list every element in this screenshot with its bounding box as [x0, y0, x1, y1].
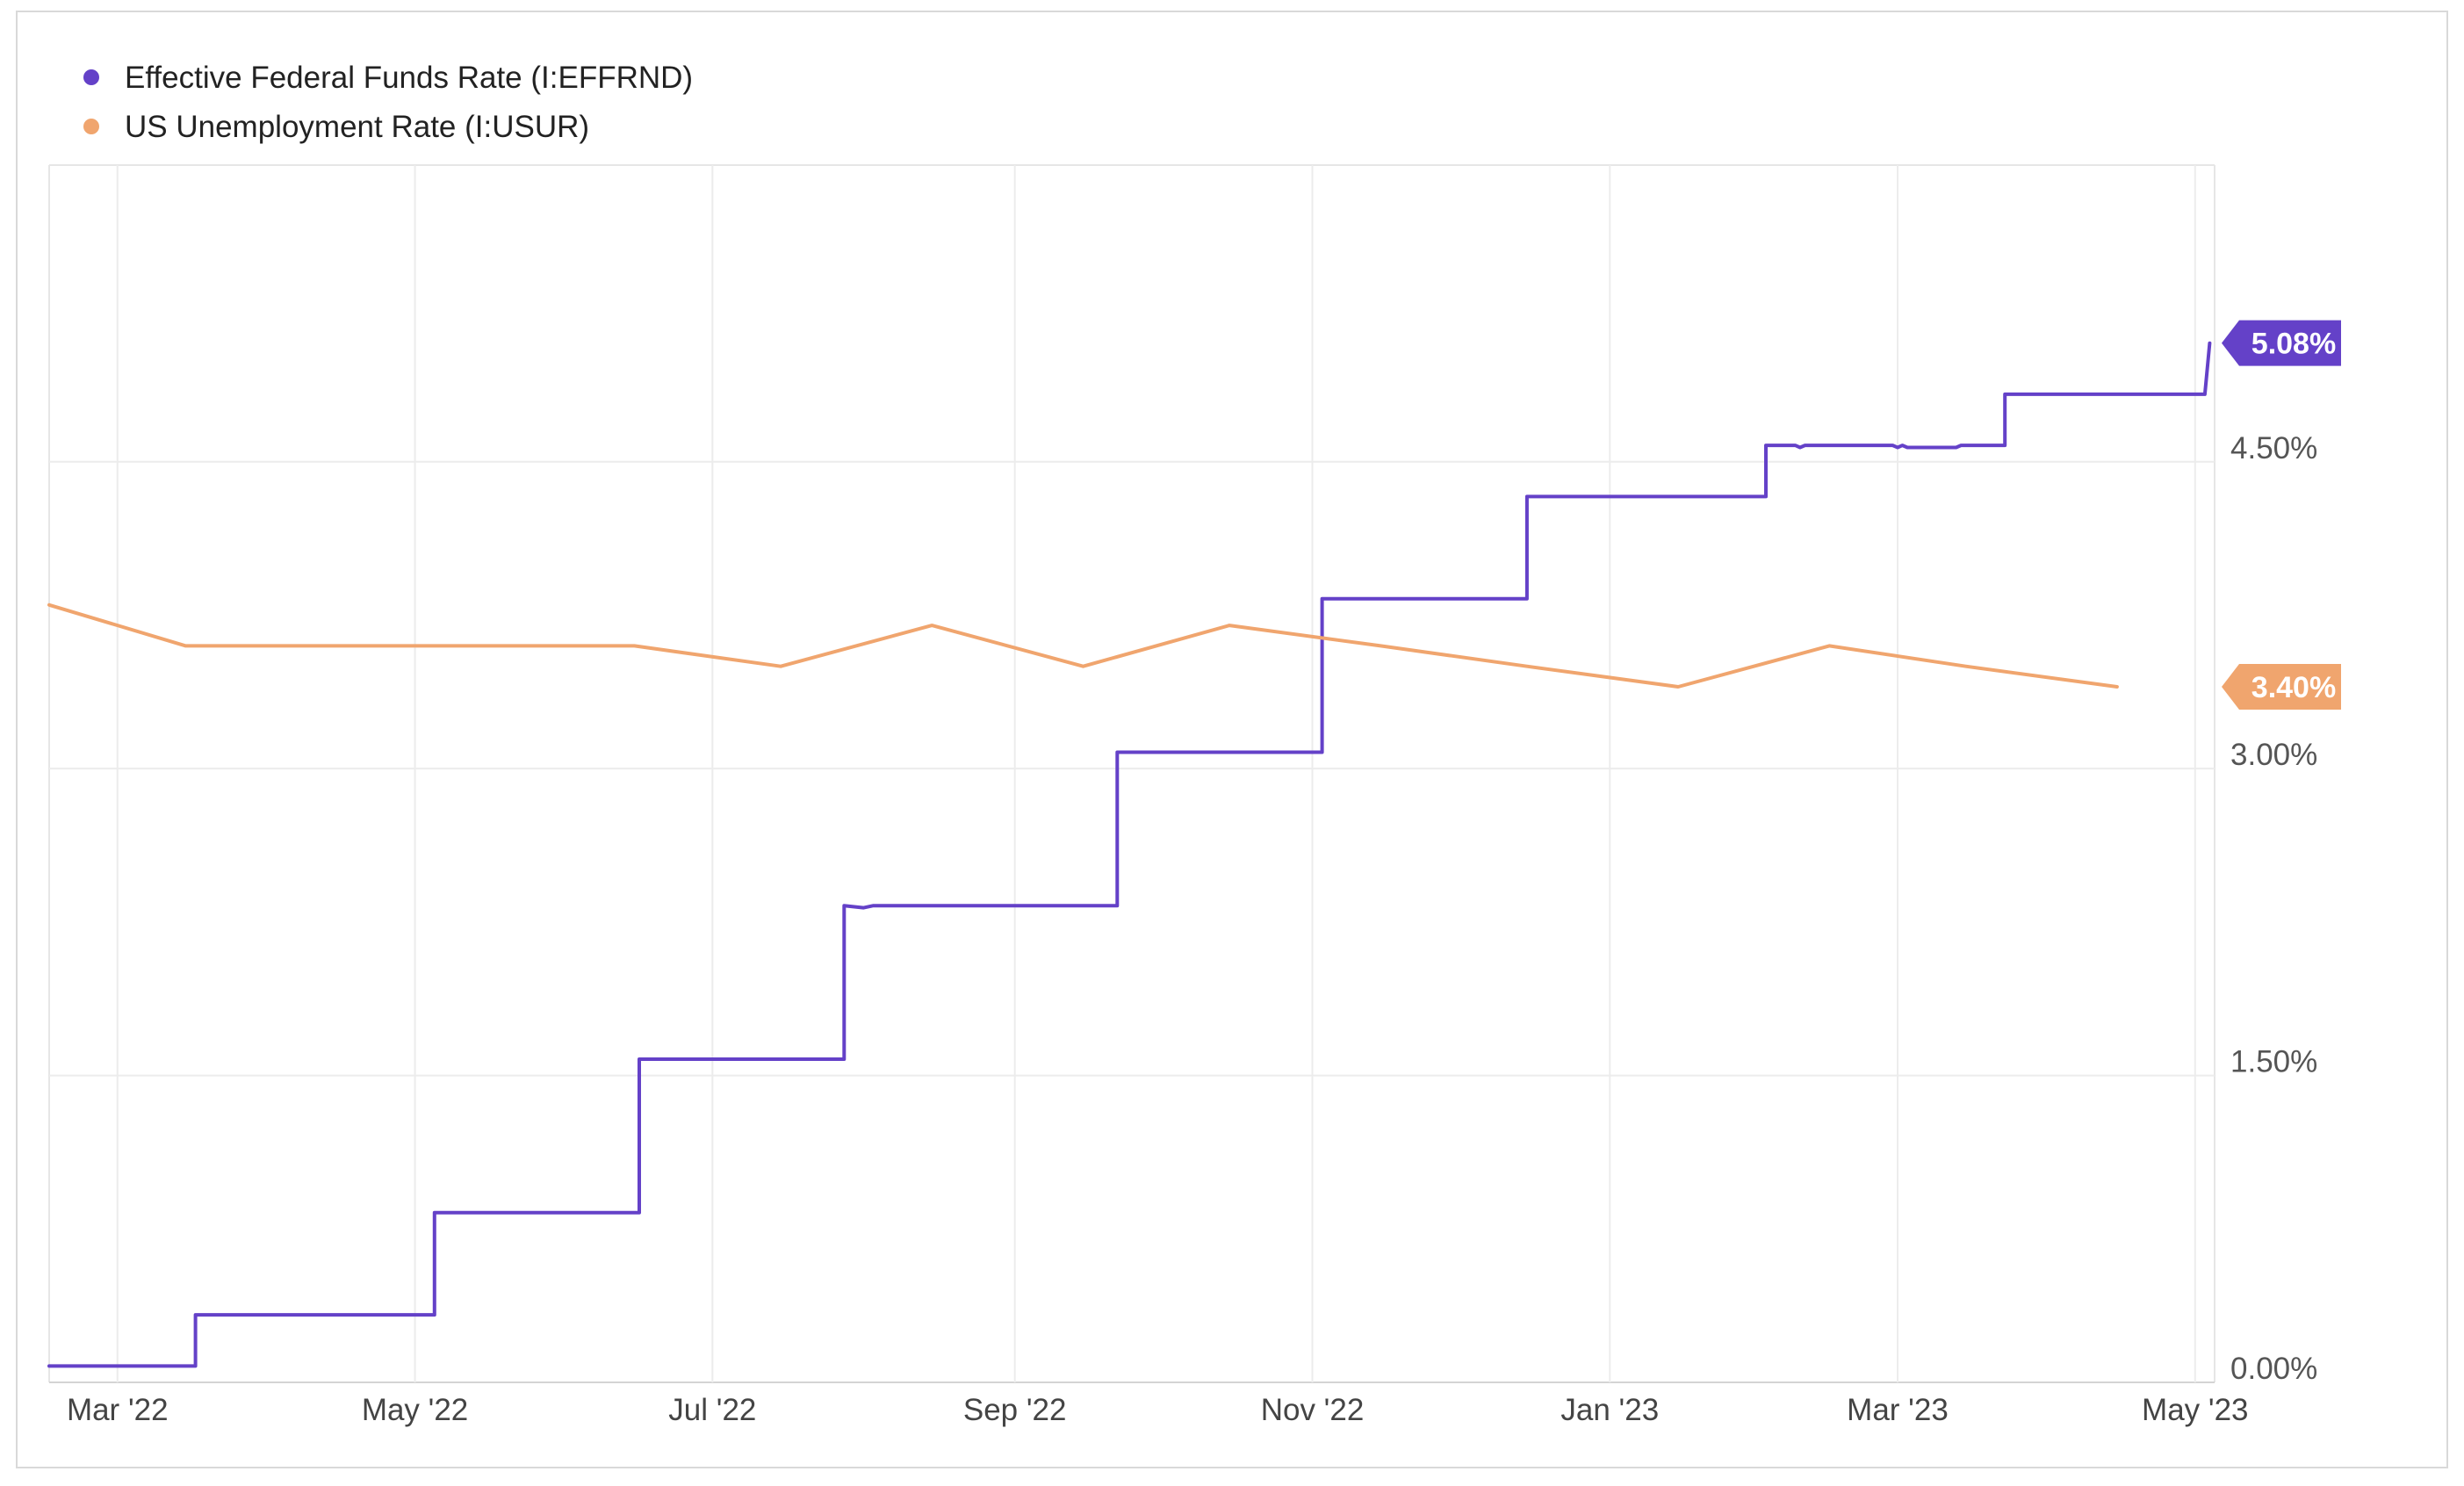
legend-label-fed-funds-rate: Effective Federal Funds Rate (I:EFFRND) [125, 61, 693, 95]
x-tick-label: Sep '22 [963, 1393, 1067, 1427]
x-axis: Mar '22 May '22 Jul '22 Sep '22 Nov '22 Jan '… [67, 1393, 2249, 1427]
y-tick-label: 1.50% [2230, 1045, 2317, 1079]
series-line-fed-funds-rate [47, 341, 2212, 1368]
value-badge-fed-funds-rate [2222, 320, 2341, 366]
x-tick-label: Nov '22 [1261, 1393, 1365, 1427]
value-badge-unemployment-rate [2222, 664, 2341, 710]
grid [48, 164, 2215, 1383]
legend-label-unemployment-rate: US Unemployment Rate (I:USUR) [125, 110, 589, 144]
legend-marker-unemployment-rate [83, 119, 99, 134]
x-tick-label: Jan '23 [1560, 1393, 1659, 1427]
series-layer [47, 341, 2212, 1368]
value-badge-label: 5.08% [2251, 328, 2336, 361]
series-line-unemployment-rate [47, 602, 2119, 689]
x-tick-label: May '23 [2142, 1393, 2248, 1427]
chart-svg: Effective Federal Funds Rate (I:EFFRND) U… [47, 61, 2341, 1427]
legend-marker-fed-funds-rate [83, 69, 99, 85]
y-tick-label: 3.00% [2230, 738, 2317, 772]
legend: Effective Federal Funds Rate (I:EFFRND) U… [83, 61, 693, 144]
chart-frame: Effective Federal Funds Rate (I:EFFRND) U… [16, 11, 2448, 1468]
x-tick-label: Mar '23 [1847, 1393, 1949, 1427]
y-axis: 0.00% 1.50% 3.00% 4.50% [2230, 431, 2317, 1386]
x-tick-label: May '22 [362, 1393, 468, 1427]
x-tick-label: Mar '22 [67, 1393, 169, 1427]
y-tick-label: 0.00% [2230, 1352, 2317, 1386]
y-tick-label: 4.50% [2230, 431, 2317, 465]
value-badges: 5.08% 3.40% [2222, 320, 2341, 710]
value-badge-label: 3.40% [2251, 671, 2336, 704]
x-tick-label: Jul '22 [668, 1393, 756, 1427]
